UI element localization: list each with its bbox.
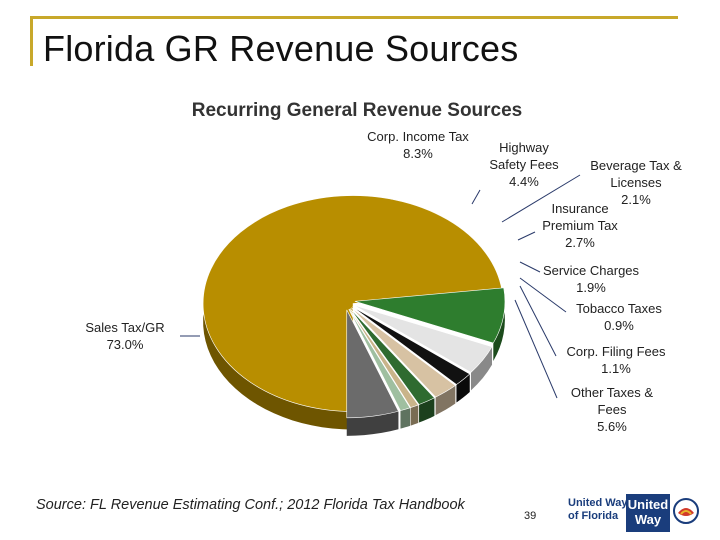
slice-label: Beverage Tax & — [590, 158, 682, 173]
leader-line — [514, 299, 558, 399]
slide-title: Florida GR Revenue Sources — [43, 28, 519, 69]
slice-label: Premium Tax — [542, 218, 618, 233]
pie-slice-corp-income-tax — [354, 287, 506, 344]
slice-value-label: 1.1% — [601, 361, 631, 376]
logo-badge-line1: United — [627, 497, 669, 512]
united-way-logo-text: United Way of Florida — [568, 497, 628, 523]
leader-line — [501, 174, 581, 223]
slice-label: Tobacco Taxes — [576, 301, 662, 316]
slice-label: Highway — [499, 140, 549, 155]
leader-line — [519, 261, 541, 273]
pie-slice-side — [400, 407, 411, 429]
slice-label: Fees — [598, 402, 627, 417]
slice-label: Corp. Filing Fees — [567, 344, 666, 359]
source-note: Source: FL Revenue Estimating Conf.; 201… — [36, 497, 465, 513]
pie-slice-service-charges — [349, 308, 435, 405]
label-layer: Sales Tax/GR 73.0% Corp. Income Tax 8.3% Hig… — [85, 129, 682, 434]
chart-title: Recurring General Revenue Sources — [192, 100, 523, 121]
slice-label: Sales Tax/GR — [85, 320, 164, 335]
slice-value-label: 4.4% — [509, 174, 539, 189]
pie-slice-other-taxes-fees — [346, 309, 399, 419]
slice-value-label: 5.6% — [597, 419, 627, 434]
slice-value-label: 8.3% — [403, 146, 433, 161]
logo-badge-line2: Way — [634, 512, 662, 527]
pie-layer — [202, 195, 506, 436]
slice-value-label: 2.1% — [621, 192, 651, 207]
united-way-hand-icon — [673, 498, 699, 524]
pie-slice-side — [410, 404, 419, 426]
pie-slice-tobacco-taxes — [349, 308, 419, 408]
pie-slice-side — [456, 373, 470, 403]
pie-slice-sales-tax-gr — [202, 195, 503, 412]
slice-label: Insurance — [551, 201, 608, 216]
united-way-logo-badge: United Way — [626, 494, 670, 532]
slice-label: Licenses — [610, 175, 662, 190]
leader-line — [517, 231, 536, 241]
page-number: 39 — [524, 510, 537, 522]
pie-slice-side — [419, 397, 435, 423]
slice-value-label: 0.9% — [604, 318, 634, 333]
logo-text-line1: United Way — [568, 497, 628, 509]
pie-slice-side — [470, 346, 493, 391]
leader-line — [471, 189, 481, 205]
slice-label: Corp. Income Tax — [367, 129, 469, 144]
title-frame-top — [30, 16, 678, 19]
pie-slice-beverage-tax-licenses — [352, 306, 471, 385]
pie-slice-side — [435, 385, 456, 416]
logo-text-line2: of Florida — [568, 510, 619, 522]
pie-slice-corp-filing-fees — [348, 309, 411, 411]
pie-slice-side — [493, 287, 505, 361]
slice-label: Other Taxes & — [571, 385, 653, 400]
leader-line — [519, 285, 557, 357]
pie-slice-highway-safety-fees — [353, 304, 493, 373]
slice-label: Service Charges — [543, 263, 640, 278]
slice-value-label: 1.9% — [576, 280, 606, 295]
pie-slice-side — [346, 411, 399, 436]
slice-label: Safety Fees — [489, 157, 559, 172]
leader-line — [519, 277, 567, 313]
pie-slice-insurance-premium-tax — [351, 307, 456, 398]
slice-value-label: 2.7% — [565, 235, 595, 250]
title-frame-left — [30, 16, 33, 66]
slice-value-label: 73.0% — [107, 337, 144, 352]
